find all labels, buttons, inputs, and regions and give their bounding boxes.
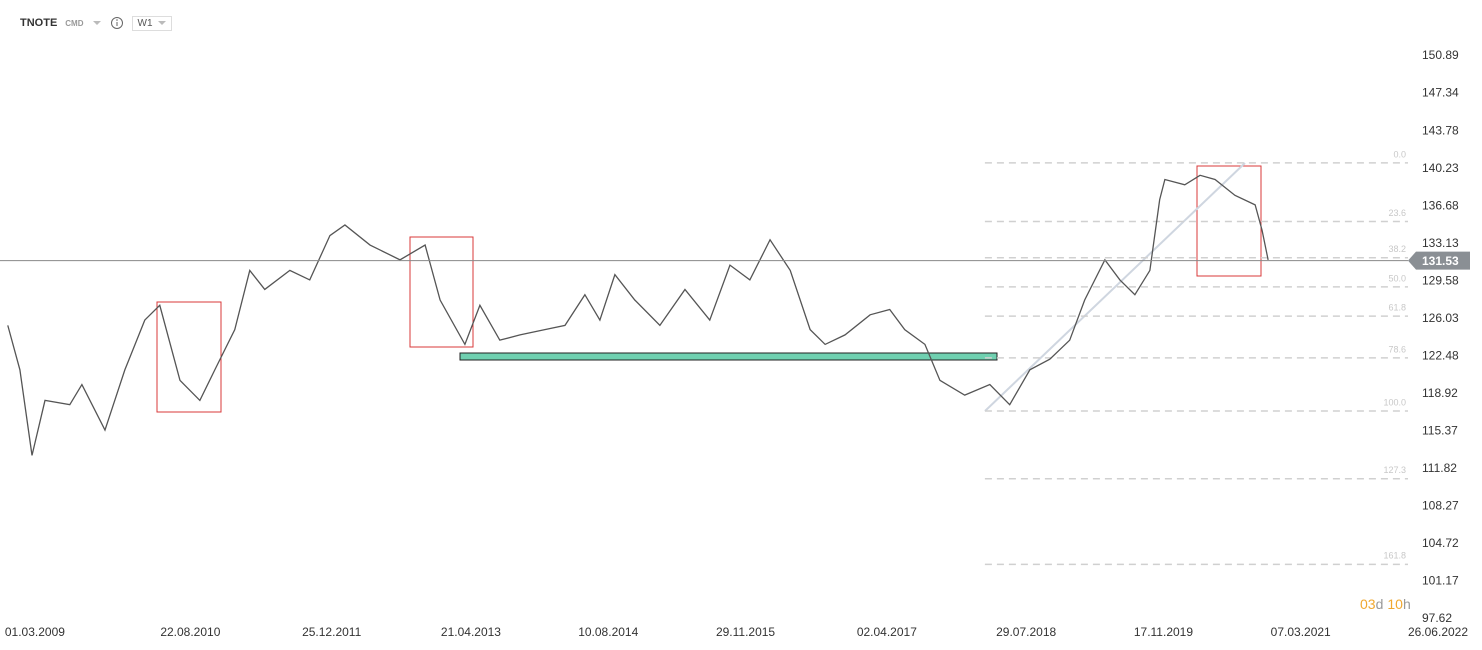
y-tick-label: 118.92 [1422, 386, 1458, 400]
y-tick-label: 101.17 [1422, 574, 1459, 588]
fib-label: 127.3 [1383, 465, 1406, 475]
x-tick-label: 26.06.2022 [1408, 625, 1468, 639]
symbol[interactable]: TNOTE [20, 17, 58, 29]
fib-label: 50.0 [1388, 273, 1406, 283]
x-tick-label: 01.03.2009 [5, 625, 65, 639]
y-tick-label: 140.23 [1422, 161, 1459, 175]
price-line [7, 174, 1269, 456]
y-tick-label: 136.68 [1422, 198, 1459, 212]
fib-label: 100.0 [1383, 397, 1406, 407]
dropdown-caret[interactable] [92, 19, 102, 27]
y-tick-label: 122.48 [1422, 348, 1459, 362]
y-tick-label: 147.34 [1422, 86, 1459, 100]
timer-unit: h [1403, 596, 1411, 612]
x-tick-label: 21.04.2013 [441, 625, 501, 639]
dropdown-caret [157, 21, 166, 25]
y-tick-label: 133.13 [1422, 236, 1459, 250]
interval: W1 [137, 17, 153, 29]
timer-hours: 10 [1387, 596, 1403, 612]
x-tick-label: 25.12.2011 [302, 625, 361, 639]
y-tick-label: 104.72 [1422, 536, 1459, 550]
y-tick-label: 115.37 [1422, 424, 1458, 438]
y-tick-label: 111.82 [1422, 461, 1457, 475]
market: CMD [65, 18, 84, 28]
info-icon[interactable] [110, 16, 124, 30]
highlight-box [409, 236, 474, 348]
current-price-label: 131.53 [1422, 254, 1459, 268]
toolbar: TNOTE CMD W1 [20, 13, 172, 33]
x-tick-label: 22.08.2010 [160, 625, 220, 639]
interval-select[interactable]: W1 [131, 15, 172, 31]
fib-label: 61.8 [1388, 303, 1406, 313]
y-tick-label: 97.62 [1422, 611, 1452, 625]
fib-label: 23.6 [1388, 208, 1406, 218]
x-tick-label: 29.07.2018 [996, 625, 1056, 639]
timer-unit: d [1376, 596, 1384, 612]
y-tick-label: 108.27 [1422, 499, 1459, 513]
y-tick-label: 129.58 [1422, 273, 1459, 287]
fib-label: 0.0 [1393, 149, 1406, 159]
timer: 03d 10h [1360, 596, 1411, 612]
fib-label: 161.8 [1383, 551, 1406, 561]
timer-days: 03 [1360, 596, 1376, 612]
x-tick-label: 02.04.2017 [857, 625, 917, 639]
x-tick-label: 07.03.2021 [1271, 625, 1331, 639]
highlight-box [156, 301, 222, 413]
fib-label: 78.6 [1388, 344, 1406, 354]
trend-line [984, 162, 1246, 412]
support-zone [459, 352, 998, 361]
current-price-box [1408, 251, 1470, 270]
x-tick-label: 10.08.2014 [578, 625, 638, 639]
y-tick-label: 150.89 [1422, 48, 1459, 62]
y-tick-label: 126.03 [1422, 311, 1459, 325]
fib-label: 38.2 [1388, 244, 1406, 254]
x-tick-label: 17.11.2019 [1134, 625, 1193, 639]
y-tick-label: 143.78 [1422, 123, 1459, 137]
x-tick-label: 29.11.2015 [716, 625, 775, 639]
